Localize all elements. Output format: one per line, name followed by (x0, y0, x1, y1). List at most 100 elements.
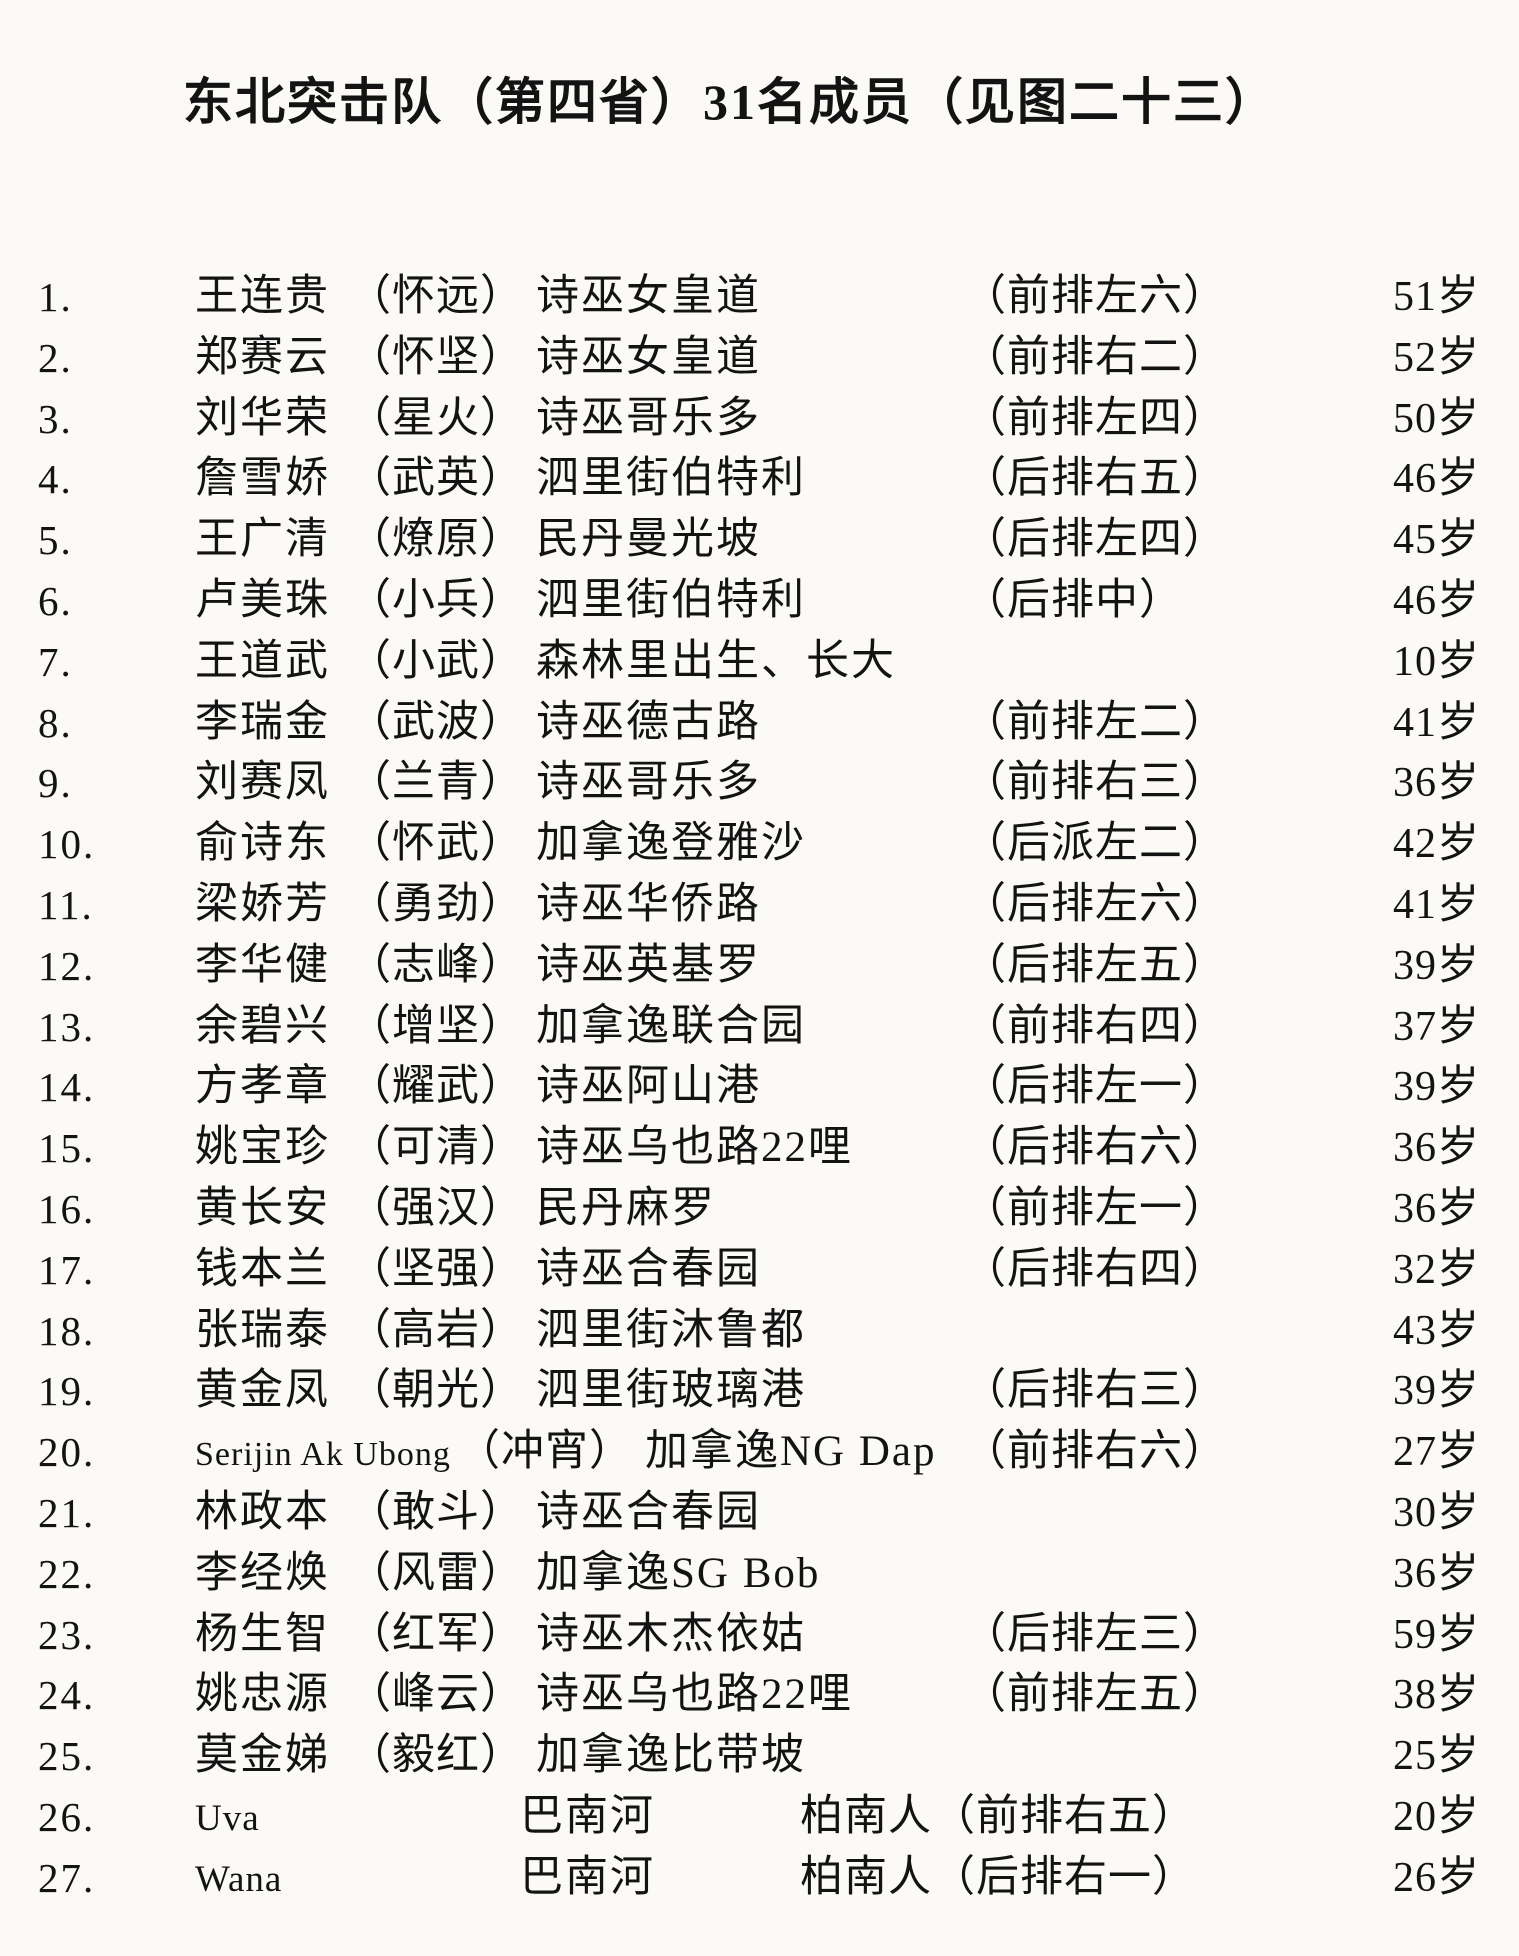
member-row: 14. 方孝章 （耀武） 诗巫阿山港 （后排左一） 39岁 (0, 1058, 1519, 1116)
member-name: 李华健 (195, 942, 330, 989)
member-row: 25. 莫金娣 （毅红） 加拿逸比带坡 25岁 (0, 1727, 1519, 1785)
member-number: 1. (38, 274, 73, 320)
member-row: 6. 卢美珠 （小兵） 泗里街伯特利 （后排中） 46岁 (0, 572, 1519, 630)
member-location: 泗里街伯特利 (536, 577, 806, 624)
member-age: 45岁 (1392, 517, 1480, 563)
member-age: 36岁 (1392, 760, 1480, 806)
member-name: 刘赛凤 (195, 759, 330, 806)
member-main-text: Uva (195, 1788, 348, 1848)
member-row: 4. 詹雪娇 （武英） 泗里街伯特利 （后排右五） 46岁 (0, 450, 1519, 508)
member-main-text: 姚忠源 （峰云） 诗巫乌也路22哩 (195, 1666, 853, 1724)
member-alias: （兰青） (348, 759, 524, 806)
member-number: 3. (38, 396, 73, 442)
member-main-text: 钱本兰 （坚强） 诗巫合春园 (195, 1241, 761, 1299)
member-alias: （毅红） (348, 1732, 524, 1779)
member-row: 10. 俞诗东 （怀武） 加拿逸登雅沙 （后派左二） 42岁 (0, 815, 1519, 873)
member-alias: （志峰） (348, 942, 524, 989)
member-age: 52岁 (1392, 335, 1480, 381)
member-age: 43岁 (1392, 1308, 1480, 1354)
member-row: 15. 姚宝珍 （可清） 诗巫乌也路22哩 （后排右六） 36岁 (0, 1119, 1519, 1177)
member-row: 12. 李华健 （志峰） 诗巫英基罗 （后排左五） 39岁 (0, 937, 1519, 995)
member-row: 9. 刘赛凤 （兰青） 诗巫哥乐多 （前排右三） 36岁 (0, 754, 1519, 812)
member-alias: （耀武） (348, 1063, 524, 1110)
member-main-text: 余碧兴 （增坚） 加拿逸联合园 (195, 998, 806, 1056)
member-main-text: 王道武 （小武） 森林里出生、长大 (195, 633, 896, 691)
member-age: 37岁 (1392, 1004, 1480, 1050)
member-main-text: 李瑞金 （武波） 诗巫德古路 (195, 694, 761, 752)
member-name: 刘华荣 (195, 395, 330, 442)
member-location: 诗巫德古路 (536, 699, 761, 746)
member-name: 卢美珠 (195, 577, 330, 624)
member-row: 7. 王道武 （小武） 森林里出生、长大 10岁 (0, 633, 1519, 691)
member-row: 21. 林政本 （敢斗） 诗巫合春园 30岁 (0, 1484, 1519, 1542)
member-number: 20. (38, 1429, 96, 1475)
member-alias: （武波） (348, 699, 524, 746)
member-position: （后排右四） (963, 1246, 1227, 1293)
member-alias: （小兵） (348, 577, 524, 624)
member-position: （后排左三） (963, 1611, 1227, 1658)
member-number: 24. (38, 1672, 96, 1718)
member-position: （前排左二） (963, 699, 1227, 746)
member-number: 27. (38, 1855, 96, 1901)
member-position: （前排右二） (963, 334, 1227, 381)
member-main-text: 张瑞泰 （高岩） 泗里街沐鲁都 (195, 1302, 806, 1360)
member-name: Serijin Ak Ubong (195, 1436, 451, 1473)
member-age: 30岁 (1392, 1490, 1480, 1536)
member-number: 26. (38, 1794, 96, 1840)
member-row: 19. 黄金凤 （朝光） 泗里街玻璃港 （后排右三） 39岁 (0, 1362, 1519, 1420)
member-alias: （怀武） (348, 820, 524, 867)
member-name: 梁娇芳 (195, 881, 330, 928)
member-location: 巴南河 (520, 1793, 655, 1840)
member-alias: （高岩） (348, 1307, 524, 1354)
member-number: 8. (38, 700, 73, 746)
member-main-text: 黄长安 （强汉） 民丹麻罗 (195, 1180, 716, 1238)
member-name: 王道武 (195, 638, 330, 685)
member-alias: （坚强） (348, 1246, 524, 1293)
member-age: 39岁 (1392, 943, 1480, 989)
member-number: 15. (38, 1125, 96, 1171)
member-number: 10. (38, 821, 96, 867)
member-alias: （怀远） (348, 273, 524, 320)
member-row: 3. 刘华荣 （星火） 诗巫哥乐多 （前排左四） 50岁 (0, 390, 1519, 448)
member-alias: （峰云） (348, 1671, 524, 1718)
member-name: 姚忠源 (195, 1671, 330, 1718)
member-age: 41岁 (1392, 882, 1480, 928)
member-main-text: 王连贵 （怀远） 诗巫女皇道 (195, 268, 761, 326)
member-location: 民丹麻罗 (536, 1185, 716, 1232)
member-alias: （强汉） (348, 1185, 524, 1232)
member-age: 42岁 (1392, 821, 1480, 867)
member-main-text: 李华健 （志峰） 诗巫英基罗 (195, 937, 761, 995)
member-name: Uva (195, 1798, 260, 1839)
member-position: （后排左六） (963, 881, 1227, 928)
member-main-text: 李经焕 （风雷） 加拿逸SG Bob (195, 1545, 820, 1603)
member-position: （前排左六） (963, 273, 1227, 320)
member-position: （前排左五） (963, 1671, 1227, 1718)
member-location: 诗巫英基罗 (536, 942, 761, 989)
member-name: 姚宝珍 (195, 1124, 330, 1171)
member-location: 森林里出生、长大 (536, 638, 896, 685)
member-age: 39岁 (1392, 1064, 1480, 1110)
member-main-text: 方孝章 （耀武） 诗巫阿山港 (195, 1058, 761, 1116)
member-alias: （小武） (348, 638, 524, 685)
member-alias: （风雷） (348, 1550, 524, 1597)
member-location: 加拿逸比带坡 (536, 1732, 806, 1779)
member-main-text: 杨生智 （红军） 诗巫木杰依姑 (195, 1606, 806, 1664)
member-main-text: 姚宝珍 （可清） 诗巫乌也路22哩 (195, 1119, 853, 1177)
member-main-text: 刘华荣 （星火） 诗巫哥乐多 (195, 390, 761, 448)
member-location: 诗巫女皇道 (536, 334, 761, 381)
member-position: （后排中） (963, 577, 1183, 624)
document-title: 东北突击队（第四省）31名成员（见图二十三） (183, 74, 1277, 130)
member-number: 19. (38, 1368, 96, 1414)
member-number: 22. (38, 1551, 96, 1597)
member-position: （后排右六） (963, 1124, 1227, 1171)
member-alias: （星火） (348, 395, 524, 442)
member-number: 21. (38, 1490, 96, 1536)
member-main-text: Serijin Ak Ubong （冲宵） 加拿逸NG Dap (195, 1423, 937, 1484)
member-location: 诗巫合春园 (536, 1489, 761, 1536)
member-age: 27岁 (1392, 1429, 1480, 1475)
member-main-text: 莫金娣 （毅红） 加拿逸比带坡 (195, 1727, 806, 1785)
member-age: 41岁 (1392, 700, 1480, 746)
member-location: 诗巫木杰依姑 (536, 1611, 806, 1658)
member-name: 郑赛云 (195, 334, 330, 381)
